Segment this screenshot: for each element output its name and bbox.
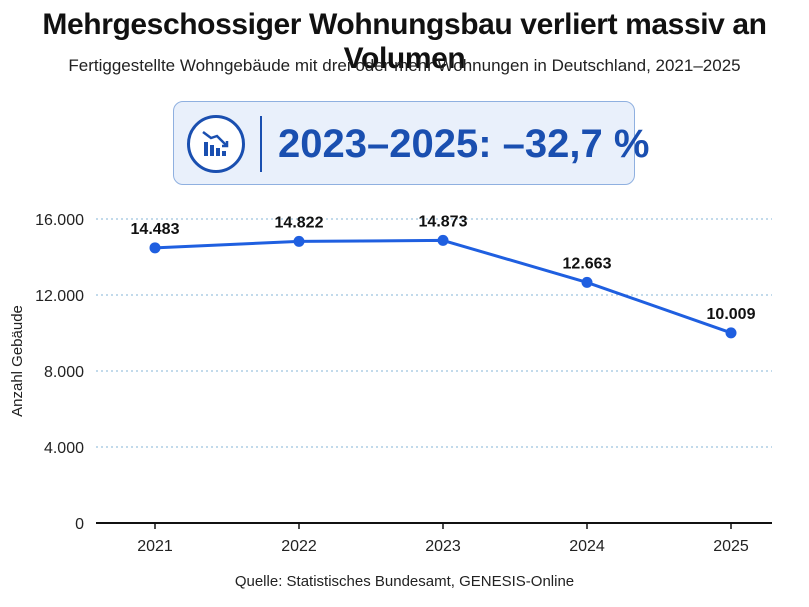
line-chart: 0 4.000 8.000 12.000 16.000 2021 2022 2023 2024 2… [9,212,772,555]
kpi-value: 2023–2025: –32,7 % [278,122,650,166]
data-point [725,327,737,339]
data-point [581,276,593,288]
y-tick-label: 8.000 [44,364,84,381]
x-tick-label: 2025 [713,538,749,555]
data-label: 10.009 [707,306,756,323]
kpi-divider [260,116,262,172]
kpi-callout: 2023–2025: –32,7 % [173,101,649,185]
x-tick-label: 2021 [137,538,173,555]
data-label: 14.483 [131,221,180,238]
y-tick-label: 16.000 [35,212,84,229]
data-point [293,235,305,247]
x-tick-label: 2024 [569,538,605,555]
data-point [437,234,449,246]
chart-subtitle: Fertiggestellte Wohngebäude mit drei ode… [68,56,741,75]
data-label: 14.822 [275,214,324,231]
x-tick-label: 2022 [281,538,317,555]
y-tick-label: 12.000 [35,288,84,305]
declining-bar-chart-icon [187,115,245,173]
source-note: Quelle: Statistisches Bundesamt, GENESIS… [234,573,575,590]
data-point [149,242,161,254]
y-tick-label: 4.000 [44,440,84,457]
data-label: 12.663 [563,255,612,272]
x-tick-label: 2023 [425,538,461,555]
data-label: 14.873 [419,213,468,230]
y-axis-label: Anzahl Gebäude [9,305,26,417]
y-tick-label: 0 [75,516,84,533]
series-line [154,238,732,335]
chart-title: Mehrgeschossiger Wohnungsbau verliert ma… [42,8,767,75]
